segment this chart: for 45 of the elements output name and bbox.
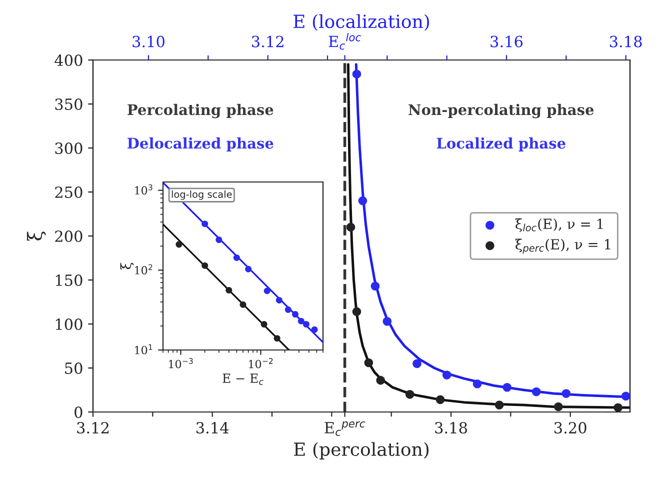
y-tick-label: 10$^{2}$	[135, 264, 152, 274]
y-tick-label: 400	[54, 54, 82, 66]
y-tick-label: 100	[56, 318, 82, 330]
x-tick-label: 3.20	[554, 422, 586, 434]
y-tick-label: 200	[55, 230, 82, 242]
x-tick-label: 10$^{−2}$	[249, 358, 273, 368]
x2-axis-title: E (localization)	[294, 14, 430, 31]
point	[554, 402, 563, 412]
point	[364, 358, 374, 368]
annotation: Delocalized phase	[128, 137, 274, 152]
y-tick-label: 300	[55, 142, 82, 154]
x2-tick-label: 3.18	[610, 36, 642, 48]
y-tick-label: 50	[65, 362, 82, 374]
y-tick-label: 10$^{3}$	[135, 184, 152, 195]
y-tick-label: 150	[56, 274, 82, 286]
y-axis-title: ξ	[26, 232, 46, 241]
point	[405, 390, 414, 399]
y-tick-label: 350	[55, 98, 82, 110]
x2-tick-label: 3.10	[132, 36, 164, 48]
x2-tick-label: 3.12	[252, 36, 284, 48]
annotation: Non-percolating phase	[408, 104, 594, 118]
legend-label: ξ$_{loc}$(E), ν = 1	[515, 218, 603, 232]
point	[494, 400, 504, 410]
point	[376, 376, 385, 385]
y-tick-label: 250	[55, 186, 82, 198]
annotation: Percolating phase	[128, 104, 274, 118]
point	[346, 222, 356, 232]
x-axis-title: E (percolation)	[294, 442, 429, 460]
annotation: Localized phase	[436, 137, 566, 152]
annotation: log-log scale	[172, 190, 232, 200]
y-axis-title: ξ	[120, 262, 134, 270]
x-axis-title: E − E$_{c}$	[222, 374, 264, 385]
x-tick-label: 3.18	[435, 422, 467, 434]
x-tick-label: 3.14	[196, 422, 229, 434]
point	[614, 403, 622, 412]
x2-tick-label: 3.16	[490, 36, 523, 48]
point	[352, 307, 362, 316]
point	[436, 395, 445, 404]
x-tick-label: 3.12	[77, 422, 109, 434]
legend-label: ξ$_{perc}$(E), ν = 1	[515, 238, 610, 254]
y-tick-label: 10$^{1}$	[135, 344, 152, 354]
y-tick-label: 0	[74, 406, 82, 418]
x2-tick-label: E$_{c}$$^{loc}$	[328, 33, 361, 50]
x-tick-label: 10$^{−3}$	[169, 358, 193, 368]
x-tick-label: E$_{c}$$^{perc}$	[324, 421, 366, 436]
